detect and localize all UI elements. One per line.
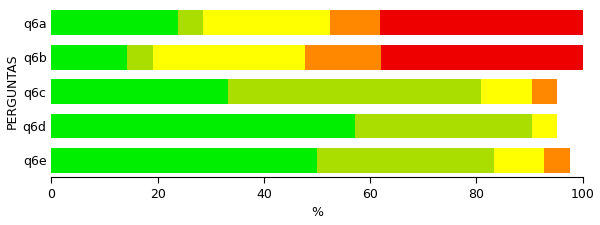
Bar [544, 148, 570, 173]
Bar [52, 148, 317, 173]
Bar [481, 79, 532, 104]
Bar [127, 45, 153, 70]
Bar [203, 10, 330, 35]
Bar [494, 148, 544, 173]
Bar [52, 10, 178, 35]
Bar [52, 114, 355, 138]
Bar [178, 10, 203, 35]
Bar [355, 114, 532, 138]
Bar [228, 79, 481, 104]
Bar [153, 45, 305, 70]
Bar [52, 79, 228, 104]
Y-axis label: PERGUNTAS: PERGUNTAS [5, 54, 19, 129]
Bar [381, 45, 583, 70]
Bar [532, 114, 557, 138]
Bar [317, 148, 494, 173]
Bar [52, 45, 127, 70]
X-axis label: %: % [311, 207, 323, 219]
Bar [380, 10, 583, 35]
Bar [305, 45, 381, 70]
Bar [532, 79, 557, 104]
Bar [330, 10, 380, 35]
